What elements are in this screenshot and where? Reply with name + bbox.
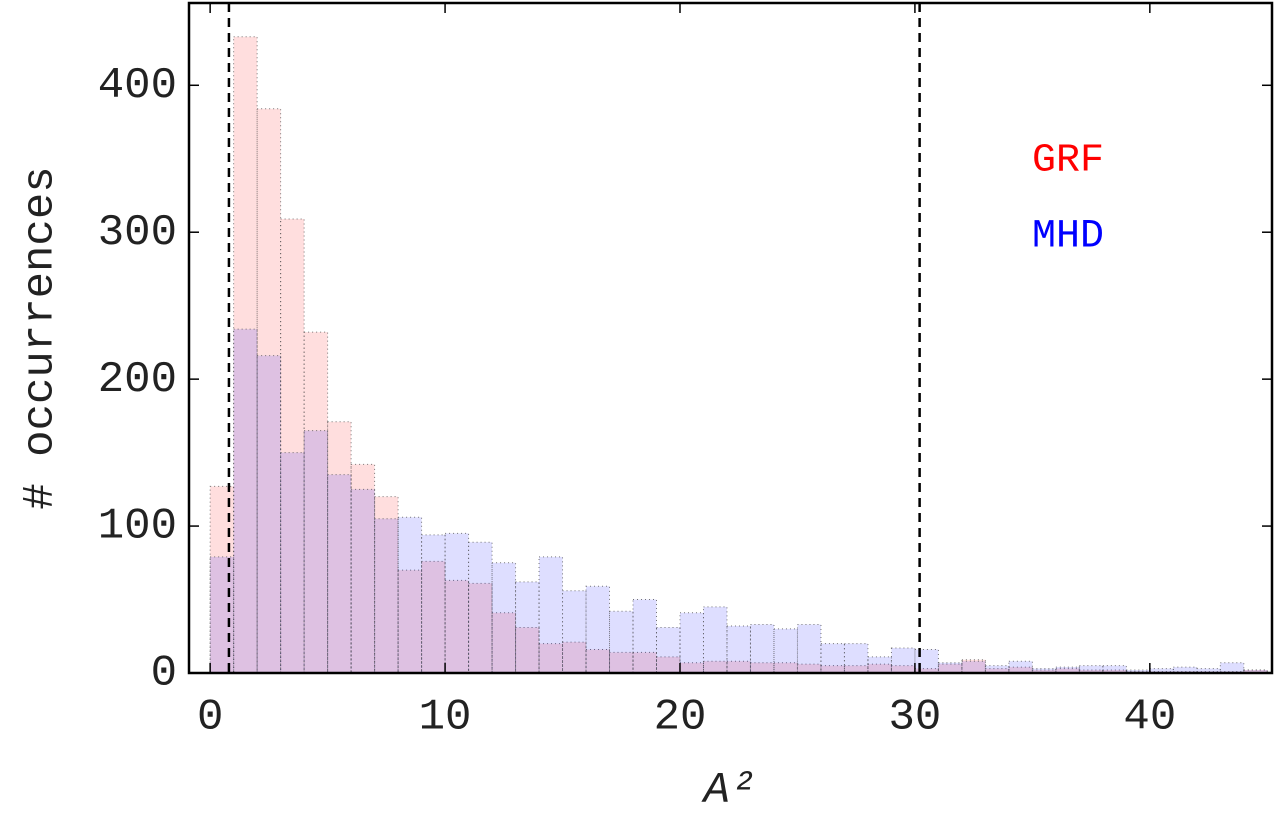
x-tick-label: 20 — [654, 693, 707, 743]
bar — [914, 668, 939, 674]
bar — [726, 625, 751, 674]
bar — [632, 651, 657, 674]
bar — [256, 355, 282, 674]
bar — [538, 556, 564, 674]
bar — [1102, 665, 1127, 674]
bar — [233, 328, 258, 674]
bar — [562, 590, 587, 674]
bar — [937, 662, 963, 674]
bar — [773, 628, 798, 674]
bar — [679, 662, 704, 674]
bar — [468, 541, 493, 674]
bar — [585, 648, 611, 674]
bar — [961, 660, 986, 674]
bar — [1149, 668, 1174, 674]
bar — [655, 656, 681, 674]
x-axis-label: A² — [701, 766, 757, 816]
bar — [890, 647, 916, 674]
bar — [609, 610, 634, 674]
bar — [1243, 669, 1268, 674]
bar — [350, 463, 376, 674]
bar — [890, 665, 916, 674]
bar — [209, 556, 235, 674]
bar — [749, 624, 775, 674]
bar — [702, 660, 728, 674]
bar — [867, 656, 892, 674]
bar — [303, 430, 329, 674]
bar — [444, 532, 470, 674]
bar — [374, 496, 399, 674]
bar — [1219, 662, 1245, 674]
bar — [327, 421, 352, 674]
bar — [726, 660, 751, 674]
bar — [1008, 666, 1033, 674]
bar — [280, 218, 305, 674]
bar — [1031, 668, 1057, 674]
bar — [1055, 668, 1080, 674]
bar — [679, 612, 704, 674]
bar — [444, 579, 470, 674]
bar — [350, 488, 376, 674]
bar — [655, 626, 681, 674]
frame — [187, 1, 1274, 675]
bar — [421, 534, 446, 674]
bar — [609, 651, 634, 674]
bar — [796, 624, 822, 674]
bar — [984, 668, 1010, 674]
bar — [1078, 665, 1104, 674]
y-axis-label: # occurrences — [16, 166, 66, 509]
y-tick-label: 400 — [98, 61, 177, 111]
bar — [397, 516, 423, 674]
bar — [1078, 669, 1104, 674]
bar — [820, 665, 845, 674]
bar — [280, 452, 305, 674]
y-tick-label: 100 — [98, 502, 177, 552]
bar — [327, 474, 352, 674]
x-tick-label: 30 — [889, 693, 942, 743]
bar — [233, 36, 258, 674]
bar — [515, 581, 540, 674]
bar — [984, 665, 1010, 674]
y-tick-label: 0 — [151, 649, 177, 699]
y-tick-label: 200 — [98, 355, 177, 405]
bar — [632, 599, 657, 674]
y-tick-label: 300 — [98, 208, 177, 258]
bar — [843, 665, 869, 674]
bar — [562, 641, 587, 674]
bar — [702, 606, 728, 674]
bar — [585, 585, 611, 674]
bar — [1196, 668, 1221, 674]
legend-label: GRF — [1032, 139, 1104, 184]
bar — [1055, 666, 1080, 674]
legend-label: MHD — [1032, 215, 1104, 260]
bar — [421, 560, 446, 674]
bar — [820, 643, 845, 674]
bar — [256, 108, 282, 674]
bar — [491, 612, 517, 674]
bar — [843, 643, 869, 674]
plot-area — [209, 36, 1268, 674]
x-tick-label: 0 — [197, 693, 223, 743]
bar — [374, 518, 399, 674]
x-tick-label: 10 — [419, 693, 472, 743]
bar — [491, 562, 517, 674]
bar — [1172, 666, 1198, 674]
bar — [1008, 660, 1033, 674]
x-tick-label: 40 — [1123, 693, 1176, 743]
bar — [397, 569, 423, 674]
